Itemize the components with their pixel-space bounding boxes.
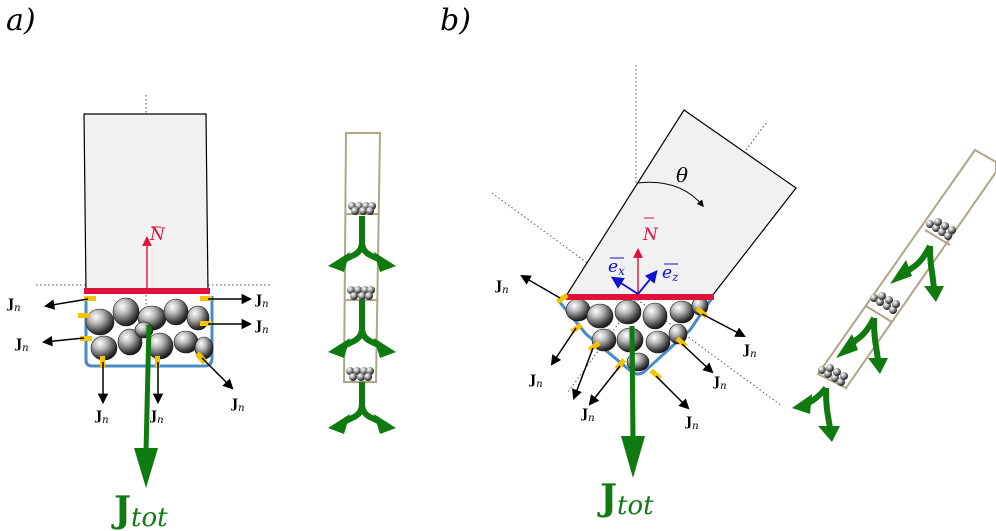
tube-schematic-b <box>792 148 996 442</box>
contact-marker <box>587 340 601 352</box>
contact-marker <box>200 296 212 301</box>
normal-flux-label: Jn <box>713 375 727 392</box>
contact-marker <box>84 296 96 301</box>
normal-flux-label: Jn <box>7 297 21 314</box>
mini-grain-pile <box>346 367 374 381</box>
flux-arrow <box>681 343 714 374</box>
mini-grain-pile <box>347 286 375 300</box>
flux-arrow <box>43 298 89 310</box>
normal-flux-label: Jn <box>231 397 245 414</box>
normal-flux-arrows-b <box>520 274 746 410</box>
normal-vector-label-b: N <box>642 225 659 245</box>
tube-schematic-a <box>328 132 396 434</box>
normal-flux-labels-b: Jn Jn Jn Jn Jn Jn <box>495 279 757 432</box>
normal-flux-labels-a: Jn Jn Jn Jn Jn Jn Jn <box>7 293 269 426</box>
grain-pile-b <box>556 296 714 376</box>
grain-pile-a <box>84 296 214 368</box>
mini-grain-pile <box>818 364 848 386</box>
theta-label: θ <box>676 163 688 187</box>
flux-arrow <box>588 365 621 406</box>
contact-marker <box>675 336 688 349</box>
normal-vector-label-a: N <box>149 225 166 245</box>
total-flux-label-a: Jtot <box>111 489 168 531</box>
mini-grain-pile <box>926 218 956 240</box>
normal-flux-label: Jn <box>15 337 29 354</box>
normal-flux-label: Jn <box>743 343 757 360</box>
contact-marker <box>555 292 569 304</box>
contact-marker <box>649 368 662 381</box>
contact-marker <box>78 313 90 318</box>
unit-vector-ex-arrow <box>610 276 639 295</box>
contact-marker <box>80 336 92 341</box>
flux-arrow <box>701 313 746 337</box>
unit-vector-ez-arrow <box>637 270 658 295</box>
theta-arc <box>636 181 704 208</box>
normal-flux-label: Jn <box>255 293 269 310</box>
total-flux-arrow-b <box>621 325 645 478</box>
container-b <box>564 109 797 297</box>
flux-arrow <box>201 357 234 390</box>
normal-flux-label: Jn <box>255 319 269 336</box>
flux-arrow <box>572 347 594 400</box>
normal-flux-label: Jn <box>529 373 543 390</box>
normal-flux-label: Jn <box>581 407 595 424</box>
fork-arrows-a <box>338 216 386 427</box>
contact-marker <box>614 358 627 371</box>
contact-plate-b <box>566 294 714 300</box>
tube-outline <box>342 132 382 383</box>
contact-plate-a <box>84 288 210 294</box>
mini-grain-pile <box>348 202 376 215</box>
normal-flux-arrows-a <box>41 293 253 405</box>
flux-arrow <box>550 327 577 366</box>
normal-flux-label: Jn <box>685 415 699 432</box>
flux-arrow <box>520 274 561 299</box>
contact-marker <box>194 351 208 365</box>
unit-vector-ex-label: ex <box>608 257 625 278</box>
normal-flux-label: Jn <box>95 409 109 426</box>
normal-flux-label: Jn <box>495 279 509 296</box>
unit-vector-ez-label: ez <box>662 263 679 284</box>
mini-grain-pile <box>870 292 900 314</box>
total-flux-label-b: Jtot <box>597 477 654 521</box>
normal-flux-label: Jn <box>150 409 164 426</box>
panel-label-b: b) <box>440 3 471 38</box>
total-flux-arrow-a <box>134 324 158 488</box>
contact-marker <box>200 321 212 326</box>
flux-arrow <box>41 335 85 347</box>
flux-arrow <box>655 375 690 410</box>
panel-label-a: a) <box>6 3 36 38</box>
container-a <box>83 113 209 293</box>
